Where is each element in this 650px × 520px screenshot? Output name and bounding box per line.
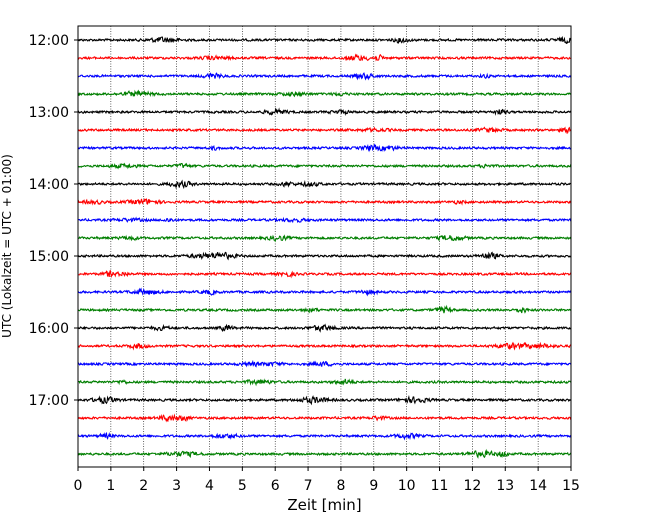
trace-16 (77, 323, 572, 333)
trace-8 (77, 179, 572, 190)
y-tick-label-3: 15:00 (29, 249, 69, 265)
trace-3 (77, 89, 572, 98)
x-tick-label-11: 11 (431, 478, 449, 494)
trace-5 (77, 126, 572, 135)
x-axis-label: Zeit [min] (287, 496, 361, 514)
trace-1 (77, 53, 572, 62)
trace-14 (77, 287, 572, 297)
x-axis-ticks: 0 1 2 3 4 5 6 7 8 9 10 11 12 13 14 15 (74, 467, 580, 494)
y-tick-label-1: 13:00 (29, 105, 69, 121)
plot-frame (77, 25, 572, 468)
trace-10 (77, 216, 572, 224)
y-tick-label-0: 12:00 (29, 33, 69, 49)
trace-4 (77, 107, 572, 116)
x-tick-label-8: 8 (336, 478, 345, 494)
trace-22 (77, 431, 572, 441)
trace-12 (77, 251, 572, 261)
trace-15 (77, 304, 572, 314)
x-tick-label-7: 7 (304, 478, 313, 494)
x-tick-label-6: 6 (271, 478, 280, 494)
x-tick-label-12: 12 (463, 478, 481, 494)
trace-0 (77, 36, 572, 45)
x-tick-label-2: 2 (139, 478, 148, 494)
trace-13 (77, 270, 572, 279)
trace-11 (77, 234, 572, 243)
trace-21 (77, 413, 572, 423)
trace-18 (77, 359, 572, 368)
trace-9 (77, 198, 572, 206)
y-axis-ticks: 12:00 13:00 14:00 15:00 16:00 17:00 (29, 33, 78, 409)
trace-2 (77, 72, 572, 81)
trace-23 (77, 448, 572, 459)
vertical-grid (110, 26, 539, 467)
x-tick-label-15: 15 (562, 478, 580, 494)
y-axis-label: UTC (Lokalzeit = UTC + 01:00) (0, 154, 14, 338)
x-tick-label-0: 0 (74, 478, 83, 494)
y-tick-label-2: 14:00 (29, 177, 69, 193)
x-tick-label-13: 13 (496, 478, 514, 494)
trace-6 (77, 143, 572, 153)
trace-17 (77, 341, 572, 351)
x-tick-label-14: 14 (529, 478, 547, 494)
x-tick-label-10: 10 (398, 478, 416, 494)
x-tick-label-9: 9 (369, 478, 378, 494)
x-tick-label-1: 1 (106, 478, 115, 494)
x-tick-label-5: 5 (238, 478, 247, 494)
trace-group (77, 36, 572, 459)
trace-19 (77, 378, 572, 387)
x-tick-label-3: 3 (172, 478, 181, 494)
x-tick-label-4: 4 (205, 478, 214, 494)
trace-7 (77, 162, 572, 170)
y-tick-label-5: 17:00 (29, 393, 69, 409)
trace-20 (77, 395, 572, 406)
y-tick-label-4: 16:00 (29, 321, 69, 337)
